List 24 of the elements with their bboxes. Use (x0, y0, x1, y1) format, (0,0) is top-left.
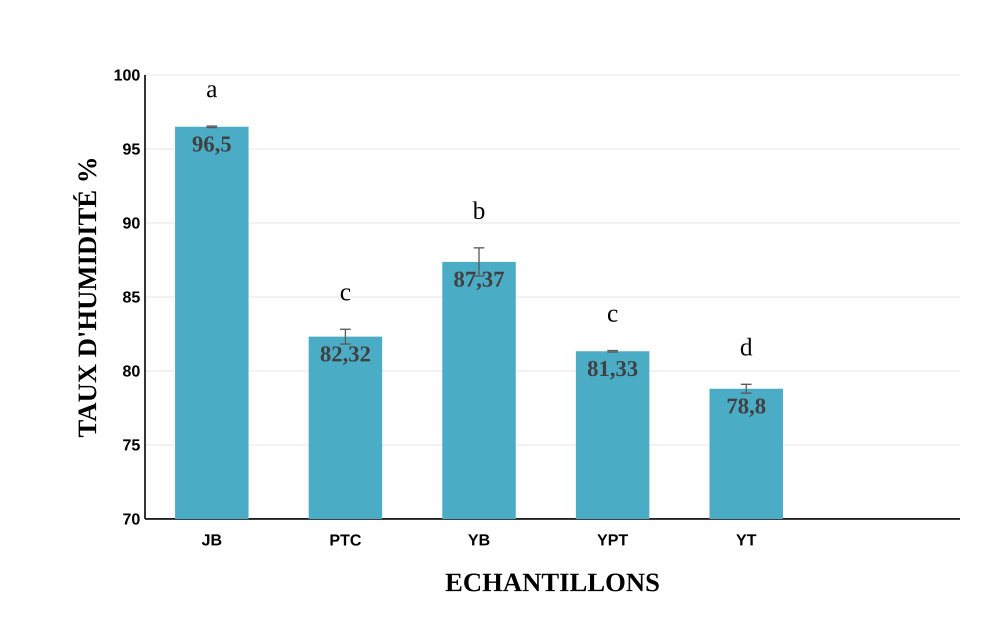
data-label: 78,8 (728, 398, 766, 417)
data-label: 82,32 (320, 346, 370, 365)
x-tick-label: YPT (597, 534, 628, 546)
data-label: 81,33 (588, 360, 638, 380)
x-tick-label: YB (468, 534, 490, 546)
y-tick-label: 75 (123, 439, 140, 451)
y-tick-label: 100 (114, 69, 140, 81)
x-tick-label: PTC (330, 534, 361, 546)
x-tick-label: JB (202, 534, 222, 546)
data-label: 96,5 (192, 136, 231, 155)
x-tick-label: YT (736, 534, 756, 546)
y-tick-label: 90 (123, 217, 140, 229)
y-tick-label: 80 (123, 365, 140, 377)
annotation: c (608, 310, 618, 322)
y-tick-label: 95 (123, 143, 140, 155)
annotation: a (207, 85, 218, 98)
annotation: c (340, 288, 350, 301)
y-tick-label: 70 (123, 513, 140, 525)
data-label: 87,37 (454, 272, 504, 290)
y-tick-label: 85 (123, 291, 140, 303)
annotation: b (472, 201, 484, 220)
y-axis-title: TAUX D'HUMIDITÉ % (73, 159, 96, 438)
annotation: d (740, 338, 752, 356)
x-axis-title: ECHANTILLONS (446, 574, 659, 592)
